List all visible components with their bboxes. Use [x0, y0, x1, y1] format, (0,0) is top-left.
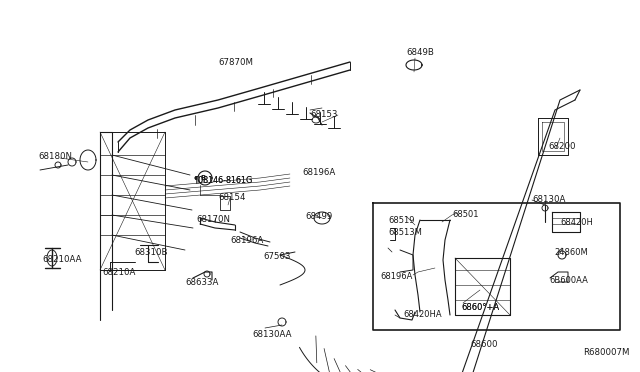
Text: 68519: 68519: [388, 216, 415, 225]
Text: 68633A: 68633A: [185, 278, 218, 287]
Text: 24860M: 24860M: [554, 248, 588, 257]
Text: 68130AA: 68130AA: [252, 330, 291, 339]
Text: 68310B: 68310B: [134, 248, 168, 257]
Text: 68200: 68200: [548, 142, 575, 151]
Text: ¶08146-8161G: ¶08146-8161G: [193, 175, 252, 184]
Text: 68600: 68600: [470, 340, 497, 349]
Text: 68513M: 68513M: [388, 228, 422, 237]
Text: 68153: 68153: [310, 110, 337, 119]
Text: 68170N: 68170N: [196, 215, 230, 224]
Text: 6B600AA: 6B600AA: [549, 276, 588, 285]
Text: 68130A: 68130A: [532, 195, 565, 204]
Text: 68196A: 68196A: [230, 236, 263, 245]
Text: 68499: 68499: [305, 212, 332, 221]
Text: 6860°+A: 6860°+A: [461, 303, 499, 312]
Text: 68210AA: 68210AA: [42, 255, 81, 264]
Text: 67870M: 67870M: [218, 58, 253, 67]
Text: B: B: [200, 175, 205, 181]
Text: ¶08146-8161G: ¶08146-8161G: [193, 175, 252, 184]
Text: 6849B: 6849B: [406, 48, 434, 57]
Text: 6860°+A: 6860°+A: [461, 303, 499, 312]
Text: 68501: 68501: [452, 210, 479, 219]
Text: 68420H: 68420H: [560, 218, 593, 227]
Text: R680007M: R680007M: [583, 348, 630, 357]
Text: 67503: 67503: [263, 252, 291, 261]
Text: 68196A: 68196A: [302, 168, 335, 177]
Text: 68420HA: 68420HA: [403, 310, 442, 319]
Text: 68154: 68154: [218, 193, 246, 202]
Text: 68196A: 68196A: [380, 272, 412, 281]
Text: 68180N: 68180N: [38, 152, 72, 161]
Text: 68210A: 68210A: [102, 268, 136, 277]
